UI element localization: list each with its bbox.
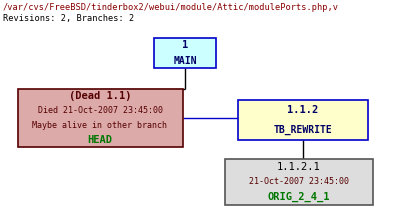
Text: Revisions: 2, Branches: 2: Revisions: 2, Branches: 2 bbox=[3, 14, 134, 23]
Text: Maybe alive in other branch: Maybe alive in other branch bbox=[32, 121, 168, 130]
Text: 1.1.2: 1.1.2 bbox=[287, 105, 319, 115]
Text: TB_REWRITE: TB_REWRITE bbox=[274, 125, 332, 135]
Text: 1.1.2.1: 1.1.2.1 bbox=[277, 162, 321, 172]
Text: /var/cvs/FreeBSD/tinderbox2/webui/module/Attic/modulePorts.php,v: /var/cvs/FreeBSD/tinderbox2/webui/module… bbox=[3, 3, 339, 12]
Text: 1: 1 bbox=[182, 40, 188, 51]
Text: HEAD: HEAD bbox=[88, 135, 112, 145]
FancyBboxPatch shape bbox=[17, 89, 183, 147]
FancyBboxPatch shape bbox=[225, 159, 373, 205]
FancyBboxPatch shape bbox=[154, 38, 216, 68]
Text: 21-Oct-2007 23:45:00: 21-Oct-2007 23:45:00 bbox=[249, 178, 349, 186]
Text: (Dead 1.1): (Dead 1.1) bbox=[69, 91, 131, 101]
Text: ORIG_2_4_1: ORIG_2_4_1 bbox=[268, 192, 330, 203]
Text: Died 21-Oct-2007 23:45:00: Died 21-Oct-2007 23:45:00 bbox=[38, 106, 162, 115]
Text: MAIN: MAIN bbox=[173, 55, 197, 66]
FancyBboxPatch shape bbox=[238, 100, 368, 140]
